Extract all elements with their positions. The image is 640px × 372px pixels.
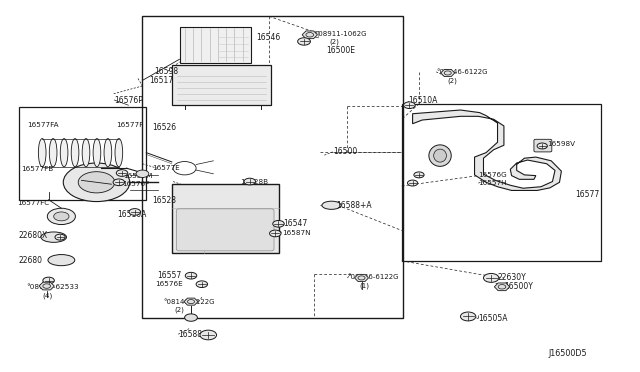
Text: 22680: 22680 (19, 256, 43, 264)
Text: 16557M: 16557M (124, 173, 153, 179)
Circle shape (483, 273, 499, 282)
Text: 16510A: 16510A (408, 96, 438, 105)
Circle shape (414, 172, 424, 178)
Ellipse shape (38, 138, 46, 167)
Polygon shape (39, 282, 54, 290)
FancyBboxPatch shape (176, 209, 274, 251)
Text: 16577F: 16577F (116, 122, 143, 128)
Text: 16517: 16517 (149, 76, 173, 85)
Polygon shape (413, 110, 561, 190)
Text: 16587N: 16587N (282, 230, 310, 237)
Text: 16557H: 16557H (478, 180, 507, 186)
Text: °08146-6122G: °08146-6122G (436, 69, 488, 75)
Ellipse shape (60, 138, 68, 167)
Circle shape (54, 212, 69, 221)
Text: 22630Y: 22630Y (497, 273, 526, 282)
Text: 16577FC: 16577FC (17, 200, 49, 206)
Text: 16547: 16547 (284, 219, 308, 228)
Circle shape (113, 179, 125, 186)
Bar (172, 65, 271, 105)
Text: 16576P: 16576P (115, 96, 143, 105)
Text: Ⓟ08911-1062G: Ⓟ08911-1062G (315, 31, 367, 37)
Ellipse shape (82, 138, 90, 167)
Text: 16500Y: 16500Y (504, 282, 532, 291)
Text: 16528: 16528 (153, 196, 177, 205)
Bar (19, 108, 147, 200)
Text: (1): (1) (360, 282, 369, 289)
Circle shape (408, 180, 418, 186)
Circle shape (55, 234, 65, 240)
Circle shape (185, 272, 196, 279)
Ellipse shape (71, 138, 79, 167)
Ellipse shape (41, 232, 67, 242)
Circle shape (200, 330, 216, 340)
Text: 16588+A: 16588+A (336, 201, 372, 210)
Text: 16576G: 16576G (478, 172, 507, 178)
Polygon shape (355, 275, 369, 282)
Bar (179, 27, 251, 63)
Text: 16588: 16588 (178, 330, 202, 340)
Ellipse shape (49, 138, 57, 167)
Text: (4): (4) (42, 292, 52, 299)
Polygon shape (494, 283, 509, 291)
Circle shape (63, 163, 130, 202)
Circle shape (136, 170, 149, 177)
Polygon shape (441, 70, 455, 77)
Ellipse shape (93, 138, 100, 167)
Circle shape (47, 208, 76, 225)
Polygon shape (302, 31, 317, 39)
Ellipse shape (322, 201, 341, 209)
Text: 16598: 16598 (154, 67, 178, 76)
Text: 16500: 16500 (333, 147, 357, 156)
Circle shape (298, 38, 310, 45)
Text: 16577: 16577 (575, 190, 600, 199)
Text: 16577FB: 16577FB (21, 166, 53, 172)
Text: (2): (2) (174, 307, 184, 313)
Text: 16577E: 16577E (152, 165, 180, 171)
Polygon shape (184, 298, 198, 305)
Text: 16505A: 16505A (478, 314, 508, 323)
Ellipse shape (434, 149, 447, 162)
Text: 16598V: 16598V (547, 141, 575, 147)
Bar (143, 16, 403, 318)
Circle shape (78, 172, 115, 193)
Text: 16576F: 16576F (122, 181, 149, 187)
Circle shape (43, 277, 54, 284)
Circle shape (269, 230, 281, 237)
Circle shape (537, 143, 547, 149)
FancyBboxPatch shape (534, 139, 552, 152)
Circle shape (184, 314, 197, 321)
Text: (2): (2) (330, 39, 339, 45)
Circle shape (116, 170, 128, 176)
Circle shape (273, 221, 284, 227)
Text: °08146-6122G: °08146-6122G (348, 274, 399, 280)
Circle shape (404, 102, 415, 109)
Ellipse shape (429, 145, 451, 166)
Text: 22680X: 22680X (19, 231, 48, 240)
Ellipse shape (115, 138, 123, 167)
Circle shape (196, 281, 207, 288)
Text: 16510A: 16510A (118, 211, 147, 219)
Text: 16526: 16526 (153, 123, 177, 132)
Text: 16528B: 16528B (240, 179, 268, 185)
Bar (172, 184, 279, 253)
Text: 16546: 16546 (256, 33, 280, 42)
Text: 16577FA: 16577FA (28, 122, 59, 128)
Ellipse shape (104, 138, 112, 167)
Text: 16576E: 16576E (156, 281, 183, 287)
Text: 16500E: 16500E (326, 46, 355, 55)
Bar (402, 104, 601, 261)
Text: 16557: 16557 (157, 271, 181, 280)
Text: J16500D5: J16500D5 (548, 349, 588, 358)
Text: (2): (2) (448, 77, 458, 84)
Ellipse shape (48, 254, 75, 266)
Text: °08156-62533: °08156-62533 (26, 284, 79, 290)
Circle shape (129, 209, 141, 215)
Text: °08146-6122G: °08146-6122G (164, 299, 215, 305)
Circle shape (244, 178, 255, 185)
Circle shape (461, 312, 476, 321)
